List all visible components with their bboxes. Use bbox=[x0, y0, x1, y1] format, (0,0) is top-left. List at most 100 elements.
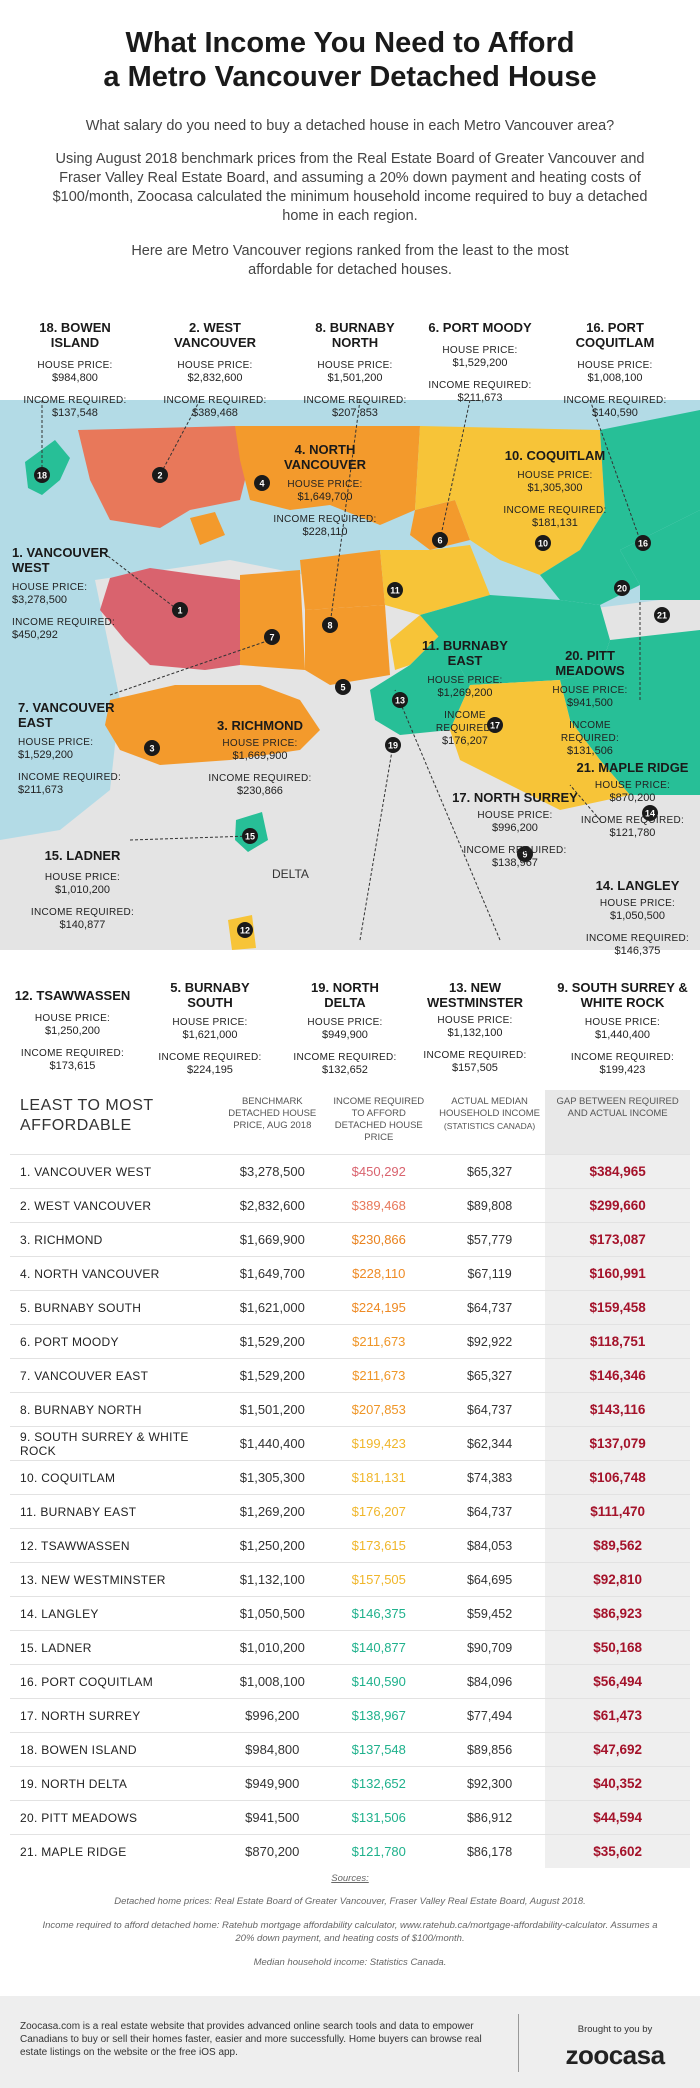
income-value: $138,967 bbox=[492, 857, 538, 869]
house-price-label: HOUSE PRICE: bbox=[287, 479, 363, 490]
zoocasa-logo: zoocasa bbox=[565, 2040, 665, 2070]
sources-heading: Sources: bbox=[331, 1873, 369, 1884]
region-name: 9. SOUTH SURREY & WHITE ROCK bbox=[557, 980, 688, 1010]
house-price-label: HOUSE PRICE: bbox=[594, 780, 671, 791]
row-gap: $143,116 bbox=[545, 1392, 690, 1427]
footer-description: Zoocasa.com is a real estate website tha… bbox=[20, 2021, 482, 2058]
row-price: $941,500 bbox=[220, 1800, 324, 1835]
label-west-vancouver: 2. WEST VANCOUVER HOUSE PRICE: $2,832,60… bbox=[155, 320, 275, 420]
region-burnaby-north bbox=[300, 550, 385, 610]
income-label: INCOME REQUIRED: bbox=[585, 933, 690, 944]
marker-number: 14 bbox=[645, 809, 655, 819]
region-name: 4. NORTH VANCOUVER bbox=[283, 442, 367, 472]
house-price-value: $1,305,300 bbox=[527, 482, 583, 494]
region-north-vancouver bbox=[235, 426, 420, 525]
income-value: $181,131 bbox=[532, 517, 578, 529]
leader-lines bbox=[41, 400, 641, 941]
income-value: $176,207 bbox=[442, 735, 488, 747]
row-price: $1,132,100 bbox=[220, 1562, 324, 1597]
house-price-label: HOUSE PRICE: bbox=[44, 872, 121, 883]
income-label: INCOME REQUIRED: bbox=[293, 1052, 397, 1063]
house-price-value: $1,440,400 bbox=[594, 1029, 651, 1041]
region-name: 13. NEW WESTMINSTER bbox=[426, 980, 524, 1010]
row-name: 5. BURNABY SOUTH bbox=[10, 1290, 221, 1325]
region-coquitlam bbox=[415, 426, 605, 575]
table-row: 17. NORTH SURREY $996,200 $138,967 $77,494 $… bbox=[10, 1698, 690, 1733]
table-body: 1. VANCOUVER WEST $3,278,500 $450,292 $65,3… bbox=[10, 1154, 690, 1868]
label-port-moody: 6. PORT MOODY HOUSE PRICE: $1,529,200 IN… bbox=[425, 320, 535, 405]
region-name: 12. TSAWWASSEN bbox=[14, 988, 131, 1003]
table-row: 14. LANGLEY $1,050,500 $146,375 $59,452 $86,… bbox=[10, 1596, 690, 1631]
marker-number: 16 bbox=[638, 539, 648, 549]
table-row: 19. NORTH DELTA $949,900 $132,652 $92,300 $4… bbox=[10, 1766, 690, 1801]
label-south-surrey: 9. SOUTH SURREY & WHITE ROCK HOUSE PRICE… bbox=[550, 980, 695, 1077]
region-north-delta bbox=[370, 635, 470, 735]
row-median-income: $84,096 bbox=[433, 1664, 546, 1699]
row-price: $3,278,500 bbox=[220, 1154, 324, 1189]
income-label: INCOME REQUIRED: bbox=[503, 505, 607, 516]
income-value: $228,110 bbox=[302, 526, 348, 538]
house-price-label: HOUSE PRICE: bbox=[584, 1017, 661, 1028]
row-gap: $137,079 bbox=[545, 1426, 690, 1461]
income-label: INCOME REQUIRED: bbox=[163, 395, 267, 406]
row-income-required: $199,423 bbox=[323, 1426, 434, 1461]
marker-number: 9 bbox=[522, 850, 527, 860]
footer-divider bbox=[518, 2014, 519, 2072]
marker-dot bbox=[387, 582, 403, 598]
house-price-value: $984,800 bbox=[52, 372, 98, 384]
region-name: 21. MAPLE RIDGE bbox=[576, 760, 689, 775]
row-name: 8. BURNABY NORTH bbox=[10, 1392, 221, 1427]
house-price-label: HOUSE PRICE: bbox=[18, 737, 94, 748]
row-price: $1,529,200 bbox=[220, 1358, 324, 1393]
row-price: $1,621,000 bbox=[220, 1290, 324, 1325]
row-median-income: $65,327 bbox=[433, 1358, 546, 1393]
region-name: 19. NORTH DELTA bbox=[311, 980, 379, 1010]
region-name: 2. WEST VANCOUVER bbox=[173, 320, 257, 350]
income-value: $389,468 bbox=[192, 407, 238, 419]
income-label: INCOME REQUIRED: bbox=[580, 815, 685, 826]
sources: Sources: Detached home prices: Real Esta… bbox=[40, 1872, 660, 1980]
label-burnaby-east: 11. BURNABY EAST HOUSE PRICE: $1,269,200… bbox=[415, 638, 515, 748]
house-price-label: HOUSE PRICE: bbox=[477, 810, 553, 821]
house-price-label: HOUSE PRICE: bbox=[37, 360, 113, 371]
row-median-income: $64,695 bbox=[433, 1562, 546, 1597]
header-median-source: (STATISTICS CANADA) bbox=[443, 1121, 536, 1131]
title-line-1: What Income You Need to Afford bbox=[125, 27, 575, 59]
house-price-value: $949,900 bbox=[322, 1029, 368, 1041]
row-gap: $118,751 bbox=[545, 1324, 690, 1359]
source-prices: Detached home prices: Real Estate Board … bbox=[114, 1896, 586, 1907]
row-gap: $50,168 bbox=[545, 1630, 690, 1665]
marker-dot bbox=[34, 467, 50, 483]
row-gap: $47,692 bbox=[545, 1732, 690, 1767]
income-label: INCOME REQUIRED: bbox=[463, 845, 567, 856]
table-row: 21. MAPLE RIDGE $870,200 $121,780 $86,178 $3… bbox=[10, 1834, 690, 1868]
income-value: $140,877 bbox=[59, 919, 106, 931]
row-median-income: $64,737 bbox=[433, 1494, 546, 1529]
row-name: 3. RICHMOND bbox=[10, 1222, 221, 1257]
row-gap: $44,594 bbox=[545, 1800, 690, 1835]
row-price: $1,050,500 bbox=[220, 1596, 324, 1631]
house-price-label: HOUSE PRICE: bbox=[577, 360, 653, 371]
table-row: 1. VANCOUVER WEST $3,278,500 $450,292 $65,3… bbox=[10, 1154, 690, 1189]
house-price-value: $1,649,700 bbox=[297, 491, 353, 503]
footer: Zoocasa.com is a real estate website tha… bbox=[0, 1996, 700, 2088]
row-income-required: $137,548 bbox=[323, 1732, 434, 1767]
table-row: 5. BURNABY SOUTH $1,621,000 $224,195 $64,73… bbox=[10, 1290, 690, 1325]
row-income-required: $228,110 bbox=[323, 1256, 434, 1291]
income-label: INCOME REQUIRED: bbox=[570, 1052, 675, 1063]
region-name: 16. PORT COQUITLAM bbox=[575, 320, 655, 350]
row-name: 21. MAPLE RIDGE bbox=[10, 1834, 221, 1868]
income-label: INCOME REQUIRED: bbox=[560, 720, 620, 744]
row-median-income: $62,344 bbox=[433, 1426, 546, 1461]
marker-dot bbox=[642, 805, 658, 821]
house-price-label: HOUSE PRICE: bbox=[177, 360, 253, 371]
row-name: 10. COQUITLAM bbox=[10, 1460, 221, 1495]
marker-dot bbox=[535, 535, 551, 551]
row-income-required: $140,877 bbox=[323, 1630, 434, 1665]
row-name: 7. VANCOUVER EAST bbox=[10, 1358, 221, 1393]
label-tsawwassen: 12. TSAWWASSEN HOUSE PRICE: $1,250,200 I… bbox=[10, 988, 135, 1073]
row-name: 2. WEST VANCOUVER bbox=[10, 1188, 221, 1223]
